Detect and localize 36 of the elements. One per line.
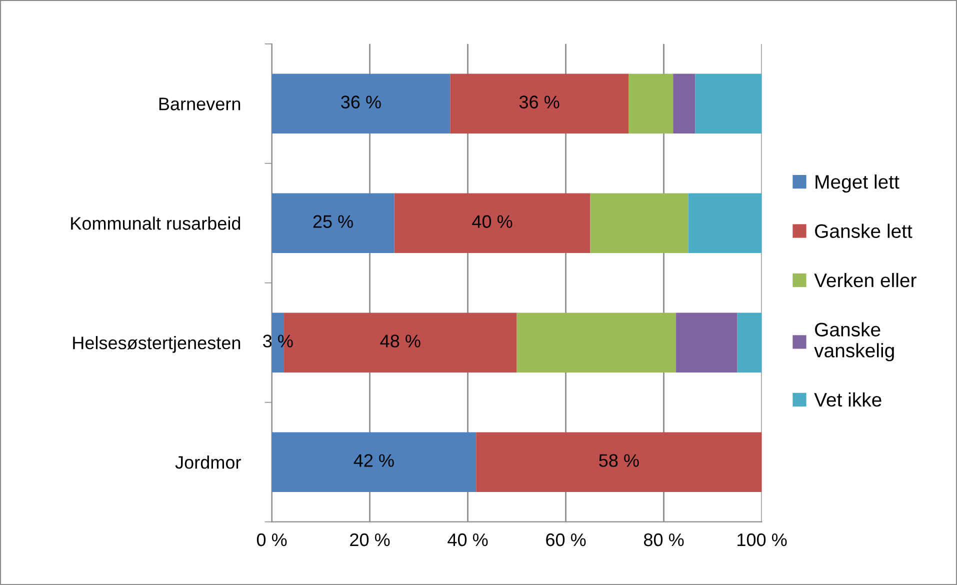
legend-label: Ganske vanskelig (814, 322, 894, 362)
bar (628, 74, 674, 134)
data-label: 36 % (519, 96, 560, 108)
bar (272, 432, 476, 492)
bar (394, 193, 590, 253)
bar (737, 312, 762, 372)
data-label: 25 % (313, 215, 353, 228)
x-tick-label: 60 % (546, 533, 586, 546)
x-tick-label: 100 % (738, 533, 787, 546)
y-tick-label: Helsesøstertjenesten (73, 336, 240, 353)
bar (590, 193, 688, 253)
bar (272, 74, 450, 134)
data-label: 58 % (599, 454, 639, 467)
y-tick-label: Kommunalt rusarbeid (71, 216, 240, 230)
y-tick-label: Jordmor (175, 456, 241, 469)
x-tick-label: 40 % (448, 533, 488, 546)
bar (516, 312, 676, 372)
y-tick-label: Barnevern (159, 98, 240, 110)
bar (272, 193, 394, 253)
legend-label: Vet ikke (814, 392, 882, 407)
x-tick-label: 0 % (256, 533, 287, 546)
data-label: 42 % (354, 454, 394, 467)
data-label: 36 % (341, 96, 381, 108)
bar (673, 74, 696, 134)
legend-label: Ganske lett (815, 224, 912, 238)
legend-label: Verken eller (814, 272, 916, 288)
bar (450, 74, 628, 134)
data-label: 48 % (380, 334, 420, 348)
x-tick-label: 80 % (644, 533, 684, 546)
legend-label: Meget lett (816, 174, 900, 193)
bar (676, 312, 738, 372)
bar (688, 193, 762, 253)
bar (476, 432, 762, 492)
x-tick-label: 20 % (350, 533, 390, 546)
data-label: 40 % (472, 215, 512, 228)
bar (695, 74, 762, 134)
